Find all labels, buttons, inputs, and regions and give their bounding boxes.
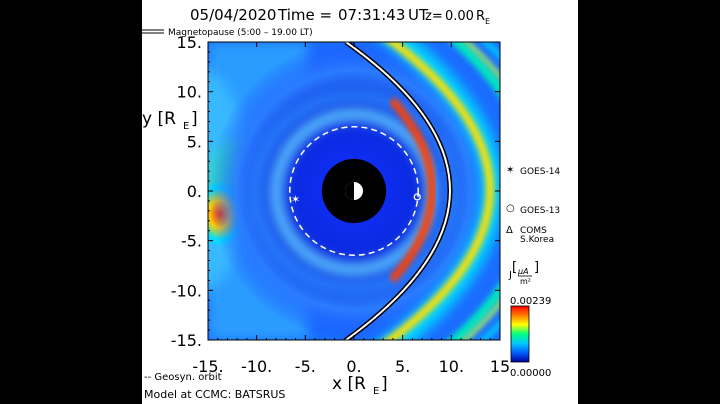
y-axis-label-end: ] — [191, 109, 198, 129]
x-tick-label: -15. — [192, 357, 223, 376]
coms-legend-symbol: Δ — [506, 225, 513, 236]
magnetopause-legend-label: Magnetopause (5:00 – 19.00 LT) — [168, 28, 313, 38]
goes-14-legend-symbol: ✶ — [506, 165, 514, 176]
figure-panel: 05/04/2020 Time = 07:31:43 UT z= 0.00 R … — [142, 0, 578, 404]
earth-daynight-icon — [345, 182, 363, 200]
geosync-legend: -- Geosyn. orbit — [144, 372, 222, 383]
y-tick-label: -15. — [171, 331, 202, 350]
header-z-label: z= — [425, 9, 443, 24]
goes-13-marker — [413, 193, 421, 201]
goes-14-legend-label: GOES-14 — [520, 167, 560, 177]
magnetopause-legend: Magnetopause (5:00 – 19.00 LT) — [142, 28, 313, 38]
goes-13-legend-label: GOES-13 — [520, 206, 560, 216]
y-tick-label: -5. — [181, 232, 202, 251]
colorbar-unit-bottom: m² — [520, 277, 531, 286]
axis-ticks — [207, 41, 501, 341]
coms-legend-label: COMS — [520, 226, 547, 236]
header-z-unit: R — [476, 9, 485, 24]
y-tick-label: 5. — [187, 132, 202, 151]
header-timezone: UT — [408, 6, 429, 24]
colorbar-unit-top: μA — [517, 267, 529, 276]
colorbar-bracket-right: ] — [534, 260, 539, 275]
goes-14-marker: ✶ — [291, 193, 300, 206]
x-tick-label: 5. — [395, 357, 410, 376]
x-tick-labels: -15. -10. -5. 0. 5. 10. 15 — [192, 357, 510, 376]
y-axis-label: y [R — [142, 109, 176, 129]
coms-legend-label-2: S.Korea — [520, 235, 554, 245]
y-axis-label-sub: E — [183, 121, 189, 132]
y-tick-label: 15. — [177, 33, 202, 52]
header-time-label: Time = — [277, 6, 332, 24]
magnetopause-curve — [344, 42, 453, 340]
y-tick-label: 10. — [177, 83, 202, 102]
satellite-legend: ✶ GOES-14 ○ GOES-13 Δ COMS S.Korea — [506, 165, 560, 245]
header-z-unit-sub: E — [485, 17, 490, 26]
y-tick-labels: 15. 10. 5. 0. -5. -10. -15. — [171, 33, 202, 350]
goes-13-legend-symbol: ○ — [506, 203, 515, 214]
x-axis-label: x [R — [332, 374, 366, 394]
x-tick-label: -10. — [241, 357, 272, 376]
y-tick-label: -10. — [171, 281, 202, 300]
x-axis-label-sub: E — [373, 386, 379, 397]
x-tick-label: 0. — [346, 357, 361, 376]
colorbar: J μA m² [ ] 0.00239 0.00000 — [508, 260, 551, 379]
header-time: 07:31:43 — [338, 6, 405, 24]
magnetosphere-figure: 05/04/2020 Time = 07:31:43 UT z= 0.00 R … — [142, 6, 560, 401]
model-credit: Model at CCMC: BATSRUS — [144, 388, 285, 401]
colorbar-bracket-left: [ — [512, 260, 517, 275]
y-tick-label: 0. — [187, 182, 202, 201]
colorbar-gradient — [510, 305, 530, 363]
header-z-value: 0.00 — [445, 9, 474, 24]
x-tick-label: 15 — [490, 357, 510, 376]
header-date: 05/04/2020 — [190, 6, 276, 24]
colorbar-max: 0.00239 — [510, 296, 551, 307]
x-axis-label-end: ] — [381, 374, 388, 394]
x-tick-label: 10. — [439, 357, 464, 376]
geosync-orbit — [289, 126, 419, 256]
x-tick-label: -5. — [295, 357, 316, 376]
colorbar-min: 0.00000 — [510, 368, 551, 379]
colorbar-label: J — [508, 270, 512, 281]
